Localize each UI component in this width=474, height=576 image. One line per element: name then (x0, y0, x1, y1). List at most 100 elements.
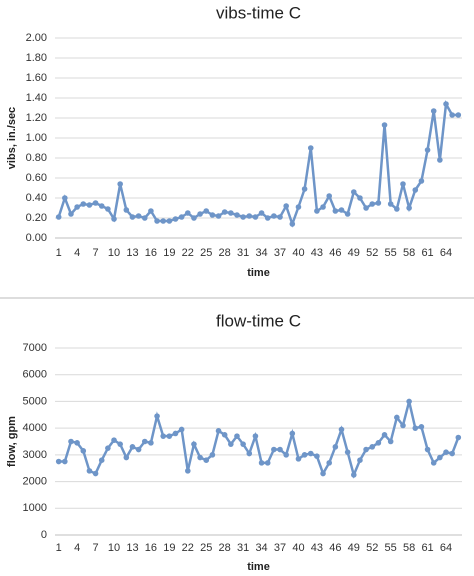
point (443, 101, 449, 107)
y-tick-label: 0.20 (26, 212, 47, 224)
y-tick-label: 1.60 (26, 72, 47, 84)
point (234, 212, 240, 218)
point (338, 207, 345, 213)
point (344, 449, 351, 455)
point (123, 454, 130, 461)
point (178, 426, 185, 433)
point (443, 449, 449, 455)
point (357, 457, 363, 464)
y-tick-label: 4000 (23, 422, 47, 434)
x-tick-label: 58 (403, 542, 415, 554)
point (314, 453, 320, 459)
point (289, 221, 296, 227)
point (228, 441, 234, 447)
x-tick-label: 46 (329, 247, 341, 259)
point (92, 200, 99, 206)
point (252, 433, 259, 439)
point (350, 189, 357, 195)
point (123, 207, 130, 213)
y-tick-label: 2000 (23, 475, 47, 487)
point (277, 214, 283, 220)
point (74, 204, 80, 210)
point (191, 215, 197, 221)
point (209, 452, 216, 458)
point (197, 454, 203, 461)
point (301, 452, 308, 458)
y-tick-label: 0.80 (26, 152, 47, 164)
point (234, 433, 240, 439)
y-tick-label: 2.00 (26, 32, 47, 44)
point (252, 214, 259, 220)
x-tick-label: 16 (145, 247, 157, 259)
point (221, 432, 228, 438)
point (129, 214, 136, 220)
point (271, 446, 277, 453)
point (117, 441, 123, 447)
point (166, 433, 173, 439)
x-tick-label: 34 (255, 247, 267, 259)
point (68, 438, 74, 445)
x-axis-title: time (247, 561, 270, 573)
point (86, 468, 93, 474)
point (191, 441, 197, 447)
x-tick-label: 10 (108, 542, 120, 554)
point (105, 206, 111, 212)
point (418, 178, 425, 184)
x-tick-label: 58 (403, 247, 415, 259)
x-tick-label: 25 (200, 542, 212, 554)
y-tick-label: 3000 (23, 449, 47, 461)
point (326, 460, 333, 466)
point (160, 218, 167, 224)
x-tick-label: 49 (348, 542, 360, 554)
point (154, 413, 160, 419)
point (387, 201, 394, 207)
point (295, 456, 302, 462)
point (295, 204, 302, 210)
point (363, 446, 369, 453)
y-tick-label: 0.00 (26, 232, 47, 244)
y-tick-label: 1.20 (26, 112, 47, 124)
point (203, 208, 210, 214)
point (184, 210, 191, 216)
line (57, 99, 459, 228)
x-tick-label: 22 (182, 542, 194, 554)
point (203, 457, 210, 464)
point (289, 430, 296, 437)
point (55, 458, 62, 465)
point (129, 444, 136, 450)
point (148, 208, 154, 214)
point (258, 460, 265, 466)
y-tick-label: 6000 (23, 369, 47, 381)
point (111, 437, 117, 443)
point (332, 208, 339, 214)
x-tick-label: 28 (219, 542, 231, 554)
x-tick-label: 61 (421, 542, 433, 554)
point (449, 112, 455, 118)
point (184, 468, 191, 474)
point (221, 209, 228, 215)
x-tick-label: 46 (329, 542, 341, 554)
point (437, 454, 443, 461)
point (135, 213, 142, 219)
point (387, 438, 394, 445)
point (455, 434, 462, 441)
x-tick-label: 1 (56, 542, 62, 554)
point (418, 424, 425, 430)
point (105, 445, 111, 451)
point (326, 193, 333, 199)
x-tick-label: 1 (56, 247, 62, 259)
point (68, 211, 74, 217)
point (240, 214, 246, 220)
point (314, 208, 320, 214)
point (320, 470, 326, 477)
point (307, 145, 314, 151)
point (141, 215, 148, 221)
x-tick-label: 22 (182, 247, 194, 259)
x-tick-label: 13 (126, 542, 138, 554)
point (449, 450, 455, 457)
point (160, 433, 167, 439)
point (80, 448, 87, 454)
point (277, 446, 283, 453)
x-tick-label: 7 (93, 247, 99, 259)
